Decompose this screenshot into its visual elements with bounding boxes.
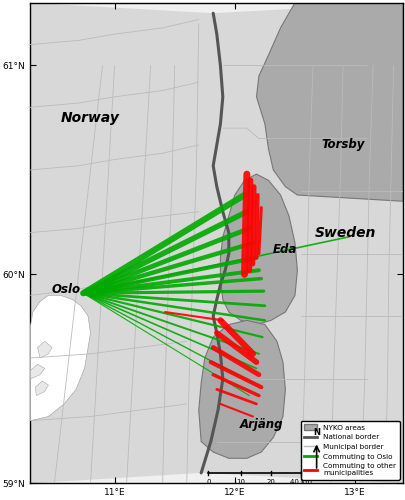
Polygon shape <box>30 3 228 484</box>
Text: Arjäng: Arjäng <box>239 418 282 432</box>
Text: 0: 0 <box>206 479 210 485</box>
Polygon shape <box>256 3 402 202</box>
Polygon shape <box>220 174 296 324</box>
Text: 10: 10 <box>236 479 245 485</box>
Text: Norway: Norway <box>61 110 119 124</box>
Text: 20: 20 <box>266 479 275 485</box>
Text: Oslo: Oslo <box>52 282 81 296</box>
Polygon shape <box>35 381 48 396</box>
Polygon shape <box>200 3 402 484</box>
Legend: NYKO areas, National border, Municipal border, Commuting to Oslo, Commuting to o: NYKO areas, National border, Municipal b… <box>300 421 399 480</box>
Polygon shape <box>38 342 52 358</box>
Polygon shape <box>198 320 285 458</box>
Text: Sweden: Sweden <box>314 226 375 239</box>
Text: N: N <box>312 428 319 438</box>
Text: Torsby: Torsby <box>321 138 364 151</box>
Polygon shape <box>30 364 45 379</box>
Polygon shape <box>30 296 90 420</box>
Text: Eda: Eda <box>273 243 297 256</box>
Text: 40 km: 40 km <box>289 479 311 485</box>
